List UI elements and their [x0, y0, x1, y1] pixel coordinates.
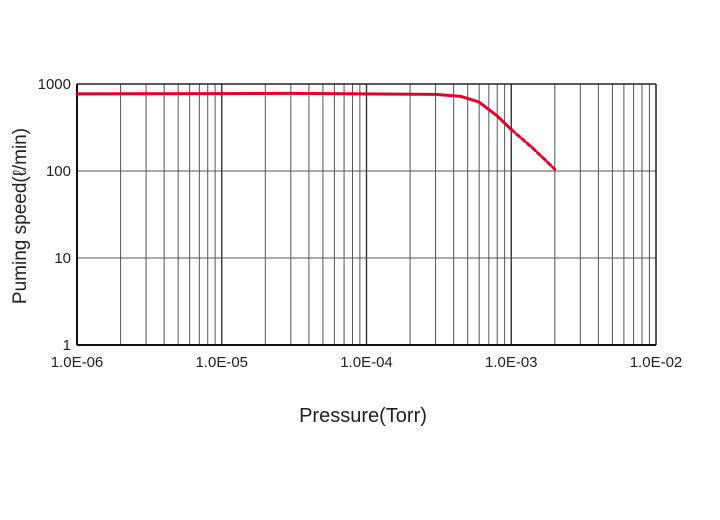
y-tick-label: 10: [54, 250, 71, 267]
x-tick-label: 1.0E-06: [51, 354, 104, 371]
series-line: [75, 91, 513, 131]
y-tick-label: 1000: [38, 76, 71, 93]
x-tick-label: 1.0E-05: [195, 354, 248, 371]
series-group: [75, 91, 557, 171]
x-tick-label: 1.0E-04: [340, 354, 393, 371]
x-tick-label: 1.0E-03: [485, 354, 538, 371]
y-tick-label: 100: [46, 163, 71, 180]
grid: [76, 83, 657, 346]
x-tick-label: 1.0E-02: [630, 354, 683, 371]
y-tick-label: 1: [63, 337, 71, 354]
series-line-dashed: [509, 128, 557, 171]
x-tick-labels: 1.0E-06 1.0E-05 1.0E-04 1.0E-03 1.0E-02: [51, 354, 683, 371]
y-tick-labels: 1 10 100 1000: [38, 76, 71, 354]
y-axis-label: Puming speed(ℓ/min): [10, 128, 31, 304]
x-axis-label: Pressure(Torr): [299, 405, 427, 427]
